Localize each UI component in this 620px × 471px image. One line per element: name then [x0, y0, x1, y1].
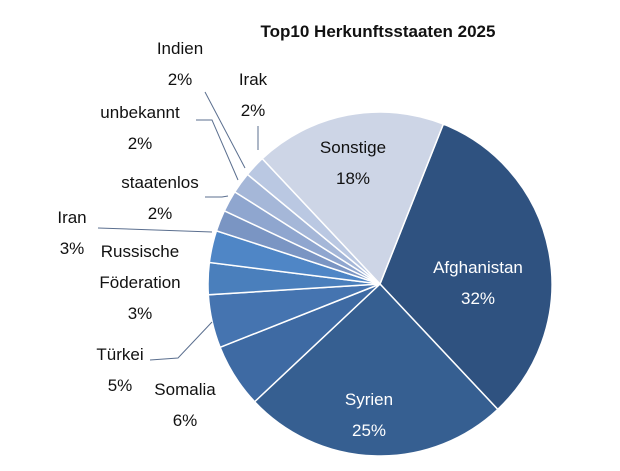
- slice-label: Irak 2%: [173, 64, 333, 126]
- leader-line: [97, 227, 213, 233]
- slice-label: Türkei 5%: [40, 339, 200, 401]
- slice-label: Syrien 25%: [289, 384, 449, 446]
- value-label: 2%: [167, 70, 193, 89]
- category-label: Iran: [57, 208, 87, 227]
- category-label: Irak: [238, 70, 268, 89]
- category-label: Türkei: [96, 345, 144, 364]
- value-label: 32%: [460, 289, 496, 308]
- pie-slice: [261, 111, 445, 286]
- value-label: 2%: [240, 101, 266, 120]
- value-label: 2%: [127, 134, 153, 153]
- category-label: staatenlos: [121, 173, 199, 192]
- value-label: 5%: [107, 376, 133, 395]
- leader-line: [204, 91, 246, 169]
- leader-line: [196, 119, 239, 181]
- leader-line: [149, 321, 213, 361]
- slice-label: unbekannt 2%: [60, 97, 220, 159]
- pie-slice: [253, 282, 499, 457]
- slice-label: staatenlos 2%: [80, 167, 240, 229]
- slice-label: Somalia 6%: [105, 374, 265, 436]
- slice-label: Indien 2%: [100, 33, 260, 95]
- category-label: Sonstige: [319, 138, 387, 157]
- slice-label: Russische Föderation 3%: [85, 236, 195, 329]
- slice-label: Sonstige 18%: [273, 132, 433, 194]
- value-label: 6%: [172, 411, 198, 430]
- slice-label: Iran 3%: [0, 202, 152, 264]
- category-label: unbekannt: [100, 103, 180, 122]
- category-label: Syrien: [344, 390, 394, 409]
- value-label: 2%: [147, 204, 173, 223]
- value-label: 3%: [59, 239, 85, 258]
- value-label: 3%: [127, 304, 153, 323]
- value-label: 25%: [351, 421, 387, 440]
- pie-slice: [379, 123, 553, 411]
- category-label: Somalia: [154, 380, 216, 399]
- category-label: Indien: [156, 39, 204, 58]
- chart-title: Top10 Herkunftsstaaten 2025: [260, 22, 496, 41]
- leader-line: [205, 195, 229, 198]
- category-label: Russische Föderation: [99, 242, 181, 292]
- slice-label: Afghanistan 32%: [398, 252, 558, 314]
- value-label: 18%: [335, 169, 371, 188]
- category-label: Afghanistan: [433, 258, 523, 277]
